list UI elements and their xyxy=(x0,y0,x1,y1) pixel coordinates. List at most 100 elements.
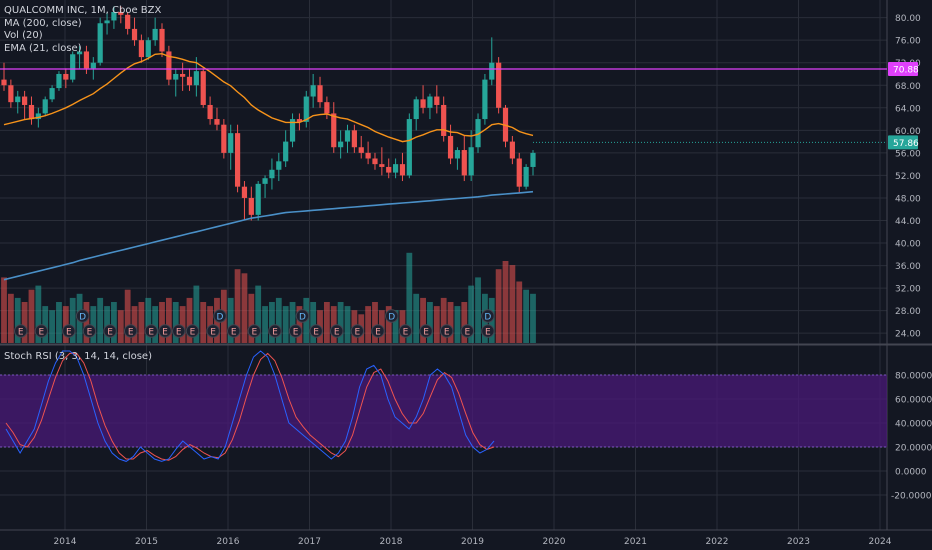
volume-bar xyxy=(392,310,399,343)
earnings-marker xyxy=(288,324,303,338)
volume-bar xyxy=(289,302,296,343)
volume-bar xyxy=(138,302,145,343)
volume-bar xyxy=(97,297,104,343)
earnings-marker-label: E xyxy=(148,328,154,338)
volume-bar xyxy=(344,306,351,343)
candle-body xyxy=(76,51,83,55)
volume-bar xyxy=(255,285,262,343)
candle-body xyxy=(310,85,316,97)
volume-bar xyxy=(207,306,213,343)
candle-body xyxy=(28,104,35,120)
legend-ema[interactable]: EMA (21, close) xyxy=(4,42,82,54)
volume-bar xyxy=(433,306,440,343)
time-tick-label: 2020 xyxy=(543,537,566,547)
dividend-marker xyxy=(385,309,399,323)
candle-body xyxy=(97,23,103,63)
volume-bar xyxy=(69,297,76,343)
earnings-marker xyxy=(419,324,433,338)
candle-body xyxy=(159,28,165,52)
stoch-tick-label: 40.0000 xyxy=(895,420,932,430)
candle-body xyxy=(475,119,481,148)
legend-ma[interactable]: MA (200, close) xyxy=(4,17,82,29)
stoch-axis[interactable]: 80.0000 60.0000 40.0000 20.0000 0.0000 -20.00… xyxy=(891,372,932,502)
dividend-marker-label: D xyxy=(484,313,491,323)
candle-body xyxy=(241,186,248,198)
dividend-marker-label: D xyxy=(388,313,395,323)
volume-bar xyxy=(56,302,62,343)
volume-bar xyxy=(179,306,186,343)
stoch-tick-label: 80.0000 xyxy=(895,372,932,382)
candle-body xyxy=(145,40,151,58)
volume-bar xyxy=(152,306,159,343)
earnings-marker xyxy=(309,324,323,338)
dividend-marker xyxy=(481,309,495,323)
price-tick-label: 52.00 xyxy=(895,172,921,182)
volume-bar xyxy=(117,310,124,343)
candle-body xyxy=(351,130,357,148)
main-legend: QUALCOMM INC, 1M, Cboe BZX MA (200, clos… xyxy=(4,5,161,55)
volume-bar xyxy=(124,289,131,343)
candle-body xyxy=(489,62,495,80)
price-tick-label: 56.00 xyxy=(895,149,921,159)
volume-bar xyxy=(165,297,172,343)
earnings-marker-label: E xyxy=(39,328,45,338)
earnings-marker-label: E xyxy=(444,328,450,338)
candle-body xyxy=(200,71,206,105)
stoch-rsi-lines xyxy=(5,350,495,462)
volume-bar xyxy=(234,269,241,343)
candle-body xyxy=(255,183,261,215)
price-axis[interactable]: 80.0076.0072.0068.0064.0060.0056.0052.00… xyxy=(532,14,921,340)
volume-bar xyxy=(7,293,14,343)
earnings-marker xyxy=(206,324,220,338)
candle-body xyxy=(56,73,62,89)
ma-line xyxy=(3,190,534,281)
earnings-marker-label: E xyxy=(272,328,278,338)
volume-bar xyxy=(502,261,509,343)
candle-body xyxy=(289,119,296,142)
volume-bar xyxy=(468,285,475,343)
earnings-marker xyxy=(82,324,97,338)
volume-bar xyxy=(49,310,55,343)
candle-body xyxy=(180,73,186,77)
earnings-marker xyxy=(123,324,138,338)
legend-title[interactable]: QUALCOMM INC, 1M, Cboe BZX xyxy=(4,5,162,16)
volume-bar xyxy=(42,306,49,343)
earnings-marker xyxy=(268,324,282,338)
candle-body xyxy=(193,71,199,86)
time-tick-label: 2015 xyxy=(135,537,158,547)
volume-bar xyxy=(530,293,536,343)
candle-body xyxy=(530,152,536,167)
volume-bar xyxy=(516,281,523,343)
ma-200-line xyxy=(3,190,534,281)
candle-body xyxy=(15,96,21,103)
candle-body xyxy=(262,178,268,184)
price-tick-label: 60.00 xyxy=(895,127,921,137)
stoch-legend[interactable]: Stoch RSI (3, 3, 14, 14, close) xyxy=(4,351,152,362)
earnings-marker xyxy=(34,324,49,338)
candle-body xyxy=(8,85,14,103)
time-tick-label: 2022 xyxy=(706,537,729,547)
candle-body xyxy=(63,73,69,80)
candle-body xyxy=(296,119,303,122)
candle-body xyxy=(228,133,234,153)
ema-line xyxy=(3,52,534,143)
time-axis[interactable]: 2014 2015 2016 2017 2018 2019 2020 2021 2022 2023… xyxy=(54,537,892,547)
candle-body xyxy=(406,119,412,176)
time-tick-label: 2014 xyxy=(54,537,77,547)
volume-bar xyxy=(200,302,207,343)
time-tick-label: 2019 xyxy=(461,537,484,547)
volume-bar xyxy=(372,302,378,343)
candle-body xyxy=(186,76,193,86)
volume-bar xyxy=(413,293,420,343)
volume-bar xyxy=(172,302,179,343)
legend-vol[interactable]: Vol (20) xyxy=(4,30,43,41)
stoch-tick-label: 20.0000 xyxy=(895,444,932,454)
event-markers: E E E E E E E E E E E E E E E E E E E E E E E ED D D D D xyxy=(14,309,495,338)
volume-bar xyxy=(427,302,433,343)
candle-body xyxy=(358,147,364,153)
price-tick-label: 48.00 xyxy=(895,194,921,204)
hline-label: 70.88 xyxy=(893,66,919,76)
earnings-marker-label: E xyxy=(210,328,216,338)
candle-body xyxy=(324,102,330,114)
candle-body xyxy=(276,161,282,170)
